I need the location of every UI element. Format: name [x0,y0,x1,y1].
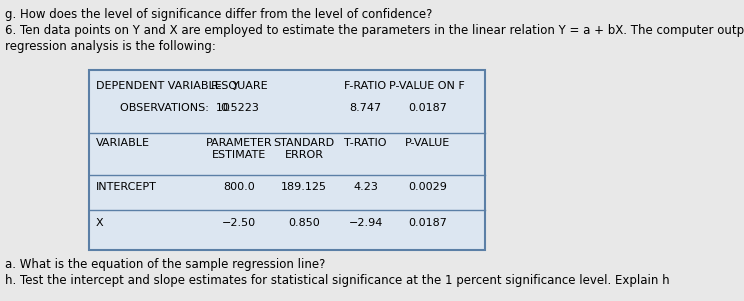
Text: OBSERVATIONS:  10: OBSERVATIONS: 10 [120,103,229,113]
Text: P-VALUE ON F: P-VALUE ON F [389,81,465,91]
Bar [89,70,485,250]
Text: F-RATIO: F-RATIO [344,81,387,91]
Text: 4.23: 4.23 [353,182,378,192]
Text: X: X [96,218,103,228]
Text: 189.125: 189.125 [281,182,327,192]
Text: VARIABLE: VARIABLE [96,138,150,148]
Text: 800.0: 800.0 [223,182,255,192]
Text: 0.0187: 0.0187 [408,103,446,113]
Text: INTERCEPT: INTERCEPT [96,182,156,192]
Text: regression analysis is the following:: regression analysis is the following: [5,40,217,53]
Text: −2.94: −2.94 [348,218,383,228]
Text: 6. Ten data points on Y and X are employed to estimate the parameters in the lin: 6. Ten data points on Y and X are employ… [5,24,744,37]
Text: P-VALUE: P-VALUE [405,138,450,148]
Text: h. Test the intercept and slope estimates for statistical significance at the 1 : h. Test the intercept and slope estimate… [5,274,670,287]
Text: g. How does the level of significance differ from the level of confidence?: g. How does the level of significance di… [5,8,433,21]
Text: T-RATIO: T-RATIO [344,138,387,148]
Text: PARAMETER
ESTIMATE: PARAMETER ESTIMATE [206,138,272,160]
Text: −2.50: −2.50 [222,218,256,228]
Text: 0.850: 0.850 [288,218,320,228]
Text: 0.0029: 0.0029 [408,182,446,192]
Text: R-SQUARE: R-SQUARE [211,81,268,91]
Text: 0.0187: 0.0187 [408,218,446,228]
Text: a. What is the equation of the sample regression line?: a. What is the equation of the sample re… [5,258,326,271]
Text: DEPENDENT VARIABLE:  Y: DEPENDENT VARIABLE: Y [96,81,239,91]
Text: STANDARD
ERROR: STANDARD ERROR [274,138,335,160]
Text: 8.747: 8.747 [350,103,382,113]
Text: 0.5223: 0.5223 [219,103,259,113]
